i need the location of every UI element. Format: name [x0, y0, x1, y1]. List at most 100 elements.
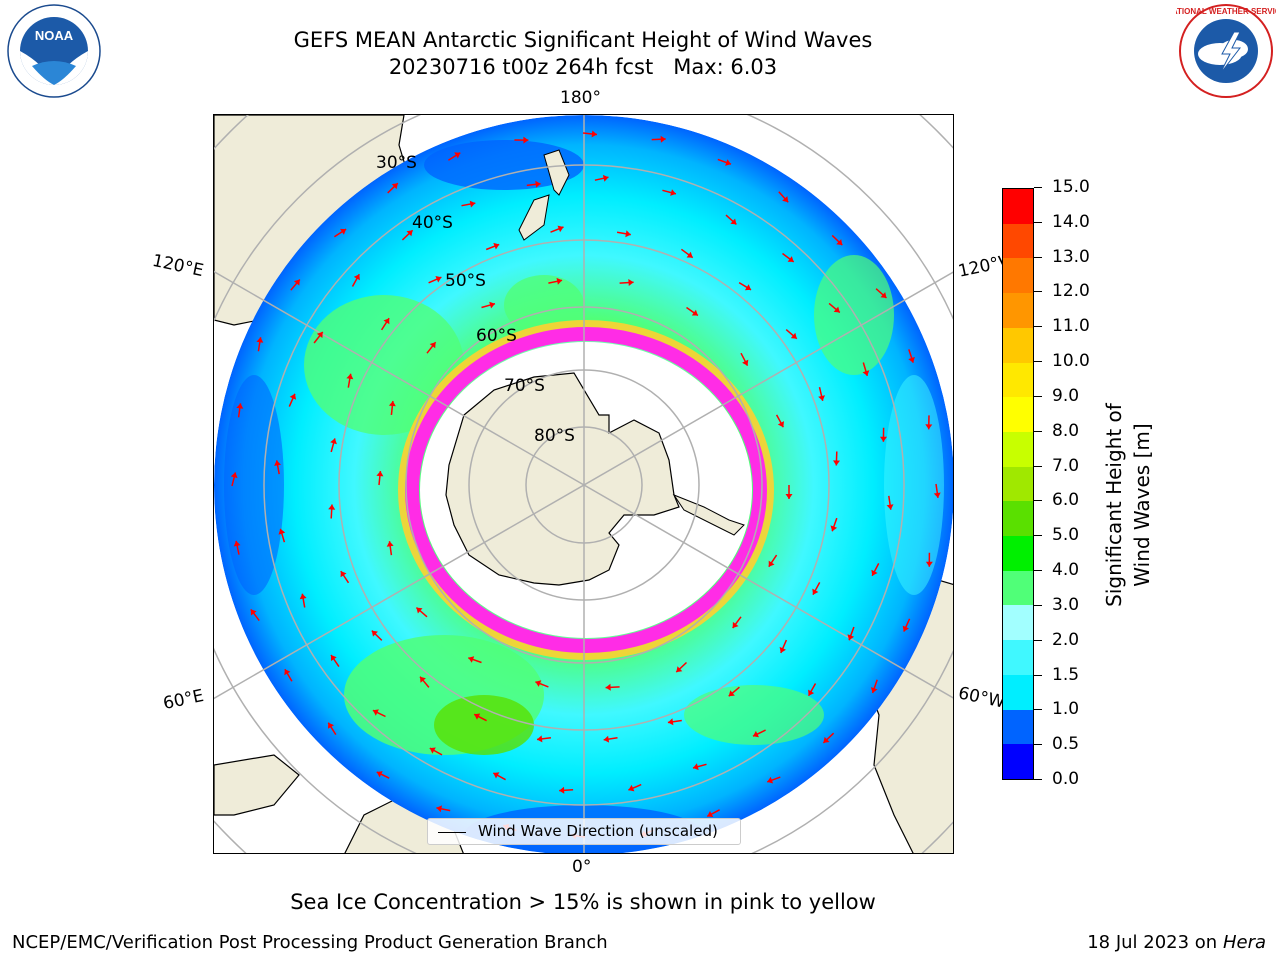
colorbar-tick-mark: [1034, 430, 1042, 432]
wave-direction-arrowhead: [330, 438, 337, 445]
wave-direction-arrowhead: [808, 689, 815, 696]
wave-direction-arrowhead: [667, 718, 674, 726]
wave-direction-arrowhead: [489, 301, 495, 309]
colorbar-cell: [1003, 327, 1033, 363]
wave-direction-arrowhead: [429, 342, 436, 349]
wave-direction-arrowhead: [753, 730, 759, 738]
colorbar-tick-mark: [1034, 639, 1042, 641]
wave-direction-arrowhead: [728, 690, 735, 697]
wave-direction-arrowhead: [628, 279, 634, 286]
wave-direction-arrowhead: [880, 436, 887, 442]
colorbar-cell: [1003, 431, 1033, 467]
wave-direction-arrowhead: [293, 279, 300, 286]
colorbar-cell: [1003, 674, 1033, 710]
sea-ice-caption: Sea Ice Concentration > 15% is shown in …: [290, 890, 876, 914]
lat-label-60s: 60°S: [476, 326, 517, 346]
colorbar-tick-label: 1.0: [1052, 699, 1080, 720]
wave-direction-arrowhead: [391, 183, 398, 190]
wave-direction-arrowhead: [787, 256, 794, 262]
wave-direction-arrowhead: [602, 174, 609, 182]
new-zealand: [518, 149, 570, 241]
lon-label-180: 180°: [560, 88, 601, 108]
wave-direction-arrowhead: [925, 561, 933, 567]
wave-direction-arrowhead: [768, 560, 775, 567]
colorbar-tick-label: 0.5: [1052, 734, 1080, 755]
colorbar-cell: [1003, 258, 1033, 294]
colorbar-cell: [1003, 709, 1033, 745]
wave-direction-arrowhead: [833, 460, 840, 466]
wave-direction-arrowhead: [316, 331, 323, 338]
colorbar-tick-mark: [1034, 256, 1042, 258]
wave-direction-arrowhead: [785, 494, 793, 499]
colorbar-tick-label: 6.0: [1052, 490, 1080, 511]
graticule: [214, 115, 953, 853]
wave-direction-arrowhead: [353, 274, 360, 281]
wave-direction-arrowhead: [603, 735, 610, 743]
colorbar-tick-mark: [1034, 187, 1042, 188]
lon-label-60w: 60°W: [956, 683, 1007, 713]
wave-direction-arrowhead: [925, 424, 933, 430]
wave-direction-arrowhead: [732, 621, 739, 628]
wave-direction-arrowhead: [730, 218, 737, 225]
wave-direction-arrowhead: [386, 541, 394, 547]
wave-direction-arrowhead: [274, 460, 281, 466]
colorbar-tick-mark: [1034, 604, 1042, 606]
wave-direction-arrowhead: [346, 373, 354, 380]
wave-direction-arrowhead: [605, 683, 611, 691]
legend-label: Wind Wave Direction (unscaled): [478, 822, 718, 840]
wave-direction-arrowhead: [474, 713, 481, 720]
colorbar-cell: [1003, 466, 1033, 502]
wave-direction-arrowhead: [625, 230, 631, 238]
colorbar-tick-mark: [1034, 395, 1042, 397]
wave-direction-arrowhead: [289, 393, 297, 400]
wave-direction-arrowhead: [870, 687, 878, 693]
map-legend: Wind Wave Direction (unscaled): [427, 818, 741, 845]
colorbar-tick-label: 12.0: [1052, 281, 1090, 302]
wave-direction-arrowhead: [744, 284, 751, 291]
wave-direction-arrowhead: [256, 337, 264, 343]
wave-direction-arrowhead: [556, 277, 563, 285]
wave-direction-arrowhead: [847, 634, 855, 641]
wave-direction-arrowhead: [742, 359, 749, 366]
lat-label-80s: 80°S: [534, 426, 575, 446]
wave-direction-arrowhead: [236, 403, 244, 409]
chart-title: GEFS MEAN Antarctic Significant Height o…: [293, 28, 873, 52]
wave-direction-arrowhead: [376, 771, 383, 778]
colorbar-cell: [1003, 640, 1033, 675]
wave-direction-arrowhead: [862, 370, 870, 376]
wave-direction-arrowhead: [331, 655, 337, 662]
wave-direction-arrowhead: [707, 811, 714, 818]
wave-direction-arrowhead: [406, 230, 413, 237]
colorbar-tick-label: 2.0: [1052, 629, 1080, 650]
wave-direction-arrowhead: [880, 292, 887, 298]
colorbar-tick-mark: [1034, 535, 1042, 537]
lon-label-60e: 60°E: [161, 685, 206, 715]
wave-direction-arrowhead: [933, 492, 941, 498]
wave-direction-arrowhead: [782, 196, 789, 203]
wave-direction-arrowhead: [454, 152, 461, 159]
wave-direction-arrowhead: [535, 680, 542, 687]
wave-direction-arrowhead: [340, 228, 347, 235]
colorbar-cell: [1003, 397, 1033, 432]
wave-direction-arrowhead: [372, 709, 379, 716]
wave-direction-arrowhead: [523, 136, 529, 144]
wave-direction-arrowhead: [818, 395, 825, 401]
colorbar-tick-label: 9.0: [1052, 385, 1080, 406]
lat-label-40s: 40°S: [412, 213, 453, 233]
wave-direction-arrowhead: [628, 784, 635, 792]
wave-direction-arrowhead: [493, 242, 500, 250]
colorbar-tick-label: 1.5: [1052, 664, 1080, 685]
wave-direction-arrowhead: [420, 676, 426, 683]
colorbar-tick-mark: [1034, 744, 1042, 746]
legend-line-swatch: [438, 832, 466, 833]
svg-text:NATIONAL WEATHER SERVICE: NATIONAL WEATHER SERVICE: [1176, 7, 1276, 16]
footer-source: NCEP/EMC/Verification Post Processing Pr…: [12, 932, 608, 953]
wave-direction-arrowhead: [767, 776, 774, 784]
antarctic-peninsula: [672, 493, 745, 536]
colorbar-tick-label: 11.0: [1052, 316, 1090, 337]
wave-direction-arrowhead: [693, 763, 699, 771]
wave-direction-arrowhead: [836, 239, 843, 246]
colorbar-tick-mark: [1034, 779, 1042, 780]
wave-direction-arrowhead: [670, 189, 676, 196]
colorbar-cell: [1003, 605, 1033, 641]
